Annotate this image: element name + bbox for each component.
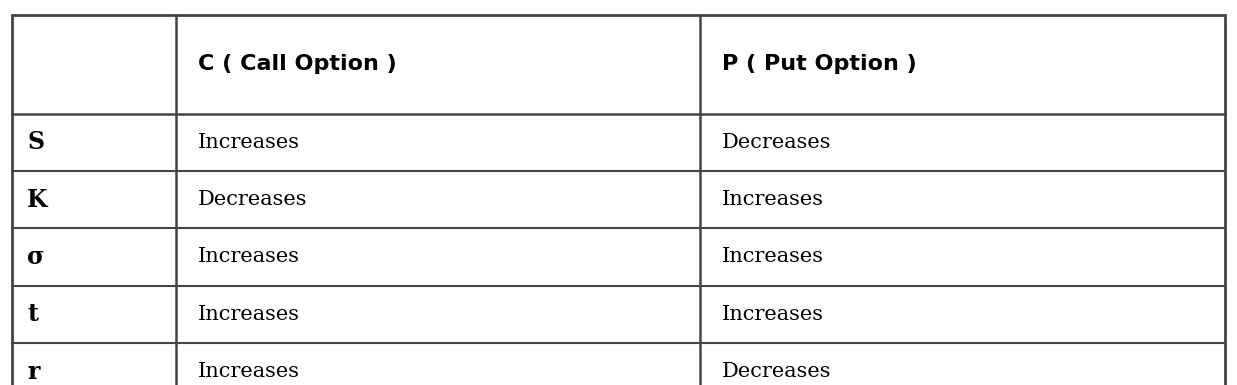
Text: Decreases: Decreases [722,133,831,152]
Text: r: r [27,360,40,384]
Text: Increases: Increases [722,305,824,324]
Text: Increases: Increases [198,248,301,266]
Text: C ( Call Option ): C ( Call Option ) [198,55,397,74]
Text: P ( Put Option ): P ( Put Option ) [722,55,917,74]
Text: σ: σ [27,245,45,269]
Text: Decreases: Decreases [722,362,831,381]
Text: Increases: Increases [198,362,301,381]
Text: Decreases: Decreases [198,190,308,209]
Text: K: K [27,187,48,212]
Text: Increases: Increases [198,305,301,324]
Text: t: t [27,302,38,326]
Text: Increases: Increases [722,190,824,209]
Text: Increases: Increases [198,133,301,152]
Text: Increases: Increases [722,248,824,266]
Text: S: S [27,130,45,154]
